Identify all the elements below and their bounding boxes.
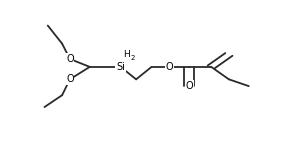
Text: O: O <box>66 74 74 84</box>
Text: O: O <box>185 81 193 91</box>
Text: 2: 2 <box>130 55 135 61</box>
Text: Si: Si <box>116 62 125 72</box>
Text: O: O <box>165 62 173 72</box>
Text: O: O <box>66 54 74 64</box>
Text: H: H <box>123 50 130 59</box>
